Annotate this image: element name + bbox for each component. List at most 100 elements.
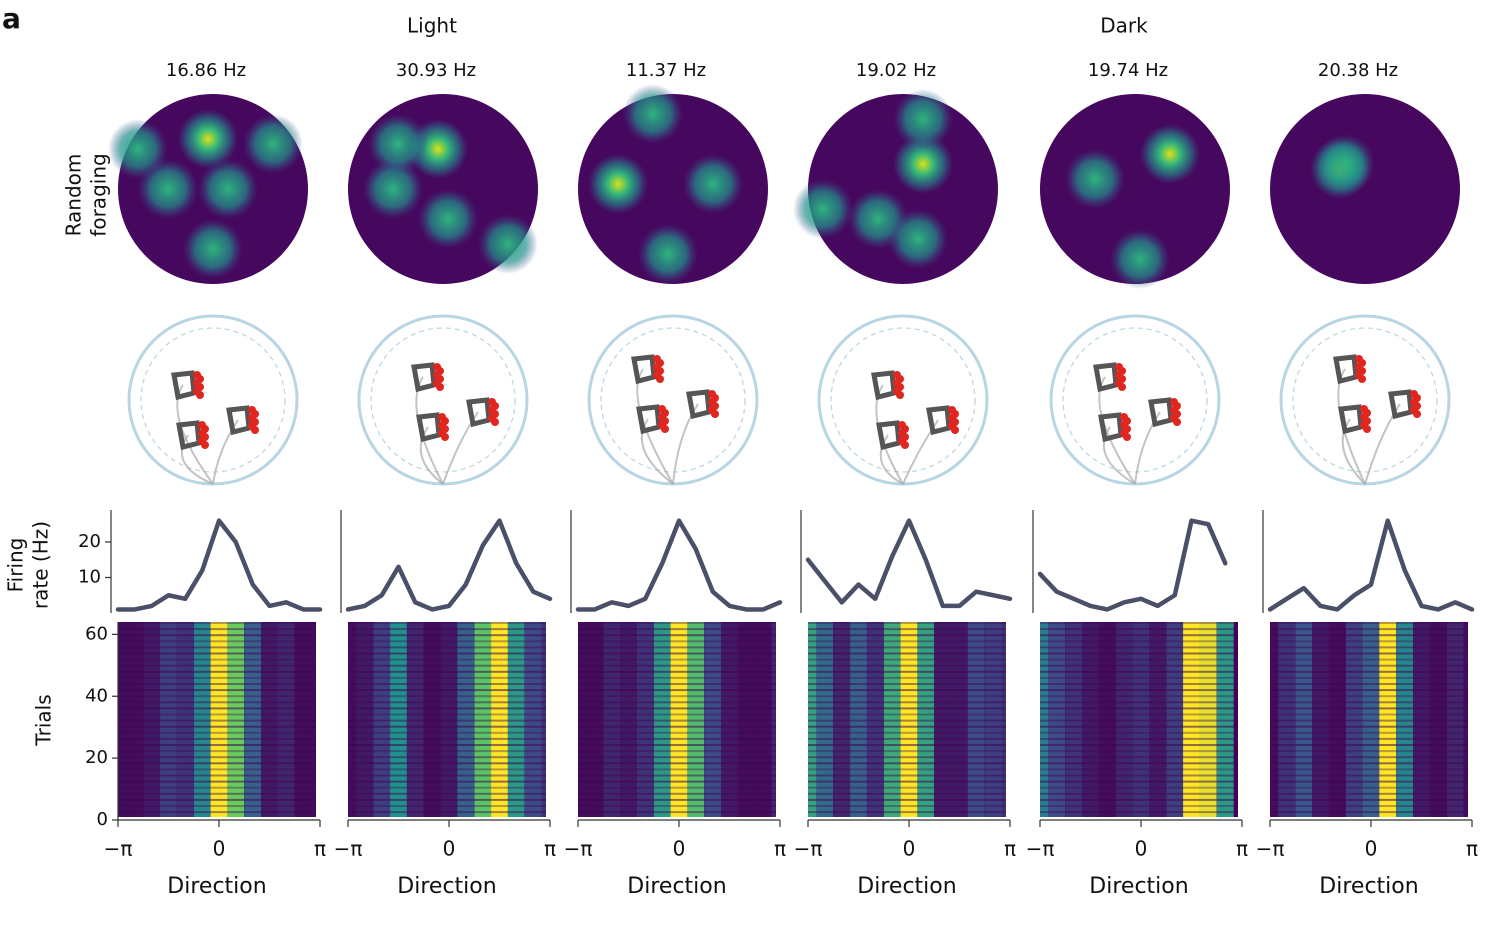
trial-row [578, 652, 776, 655]
trial-row [348, 750, 546, 753]
trial-row [118, 628, 316, 631]
x-tick-label: −π [334, 837, 363, 861]
trial-row [578, 786, 776, 789]
trial-row [578, 731, 776, 734]
trial-row [118, 750, 316, 753]
trial-row [118, 683, 316, 685]
trial-row [1270, 622, 1468, 624]
x-tick-label: π [1004, 837, 1016, 861]
x-tick-label: 0 [443, 837, 456, 861]
heatmap-column [390, 622, 407, 817]
trial-row [1270, 658, 1468, 661]
x-tick-label: π [1236, 837, 1248, 861]
heatmap-column [900, 622, 918, 817]
contact-point [656, 375, 664, 383]
trial-row [808, 622, 1006, 624]
trial-row [808, 658, 1006, 661]
trial-row [578, 707, 776, 710]
heatmap-column [1149, 622, 1167, 817]
trial-row [118, 798, 316, 801]
trial-row [348, 792, 546, 795]
trial-row [1270, 750, 1468, 753]
trial-row [348, 640, 546, 643]
trial-row [1040, 731, 1238, 734]
object [176, 420, 202, 451]
trial-row [1040, 780, 1238, 783]
trial-row [808, 683, 1006, 685]
trial-row [1040, 713, 1238, 716]
object [1093, 362, 1119, 393]
heatmap-column [1216, 622, 1234, 817]
trial-row [1270, 628, 1468, 631]
x-axis-label: Direction [397, 874, 496, 899]
trial-row [578, 768, 776, 771]
heatmap-column [474, 622, 492, 817]
trial-row [348, 786, 546, 789]
rate-curve [115, 518, 323, 612]
heatmap-column [1396, 622, 1414, 817]
heatmap-column [1413, 622, 1430, 817]
rate-map-field [198, 159, 258, 219]
rate-map-field [368, 114, 428, 174]
heatmap-column [1199, 622, 1217, 817]
trial-row [348, 664, 546, 667]
trial-row [348, 676, 546, 679]
row-label: foraging [87, 153, 111, 236]
trajectory [1341, 418, 1366, 485]
trial-row [1270, 695, 1468, 698]
trial-row [348, 762, 546, 765]
trial-row [118, 731, 316, 734]
heatmap-column [227, 622, 245, 817]
chart-title: 30.93 Hz [396, 60, 476, 81]
heatmap-column [210, 622, 228, 817]
heatmap-column [373, 622, 391, 817]
rate-map-field [183, 219, 243, 279]
arena-inner [830, 327, 976, 473]
trial-row [1270, 701, 1468, 704]
trial-row [1270, 768, 1468, 771]
trial-row [348, 768, 546, 771]
trial-row [118, 792, 316, 795]
object [1388, 389, 1414, 420]
heatmap-column [160, 622, 177, 817]
contact-point [436, 383, 444, 391]
rate-map-field [178, 109, 238, 169]
trial-row [118, 737, 316, 740]
trial-row [808, 774, 1006, 777]
trial-row [1040, 786, 1238, 789]
trial-row [578, 640, 776, 643]
trial-row [808, 750, 1006, 753]
rate-map-field [588, 154, 648, 214]
trial-row [808, 652, 1006, 655]
trial-row [808, 768, 1006, 771]
trial-row [808, 701, 1006, 704]
heatmap-column [143, 622, 161, 817]
trial-row [578, 737, 776, 740]
heatmap-column [620, 622, 637, 817]
trial-row [1040, 683, 1238, 685]
trial-row [808, 719, 1006, 722]
trial-row [1040, 634, 1238, 637]
trial-row [1040, 756, 1238, 759]
x-axis-label: Direction [627, 874, 726, 899]
rate-map-field [418, 189, 478, 249]
heatmap-column [737, 622, 755, 817]
heatmap-column [636, 622, 654, 817]
object [1098, 412, 1124, 443]
rate-map-field [363, 159, 423, 219]
heatmap-column [423, 622, 441, 817]
arena [587, 314, 759, 486]
trial-row [348, 774, 546, 777]
rate-map-field [108, 119, 168, 179]
trial-row [348, 719, 546, 722]
trial-row [348, 731, 546, 734]
trial-row [1270, 762, 1468, 765]
trial-row [118, 670, 316, 673]
heatmap-column [967, 622, 985, 817]
heatmap-column [176, 622, 194, 817]
trial-row [118, 634, 316, 637]
trial-row [118, 725, 316, 728]
trial-row [1270, 640, 1468, 643]
heatmap-column [1132, 622, 1150, 817]
rate-curve [805, 518, 1013, 609]
